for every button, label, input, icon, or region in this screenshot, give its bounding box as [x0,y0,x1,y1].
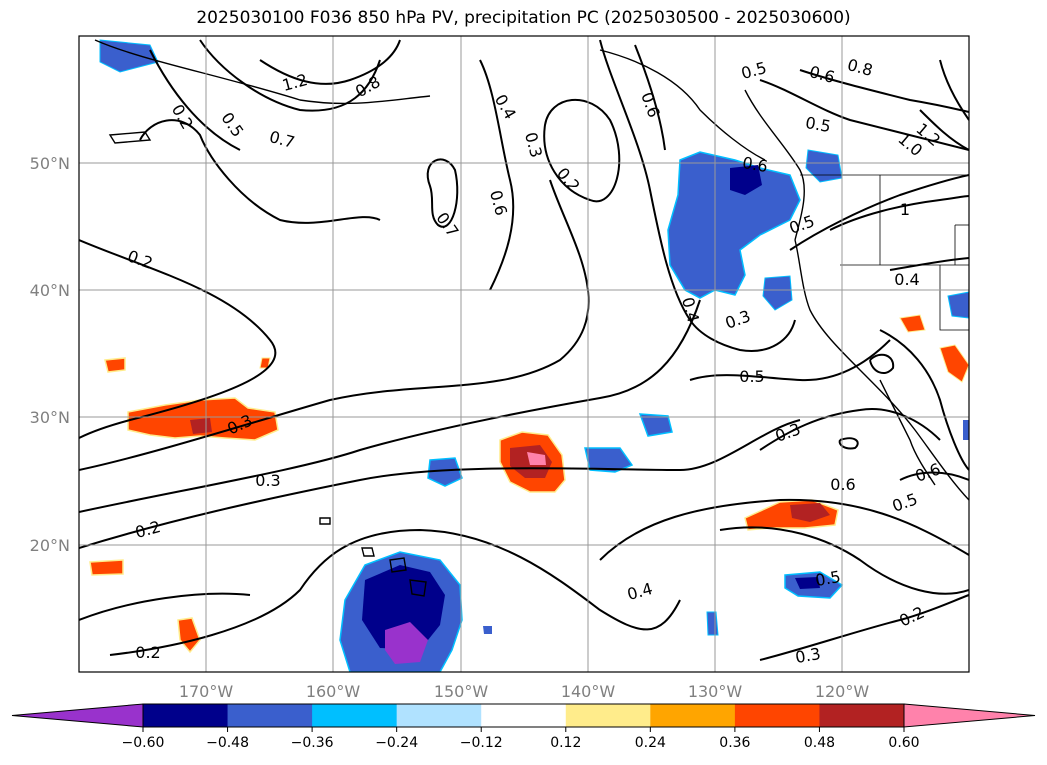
contour-label: 0.2 [135,643,160,662]
colorbar-segment [143,704,229,727]
colorbar-tick-label: 0.48 [804,735,835,751]
state-borders [800,174,969,331]
colorbar-segment [734,704,820,727]
contour-label: 0.3 [794,644,822,667]
lat-tick-label: 40°N [30,281,70,300]
colorbar-tick-label: −0.12 [460,735,503,751]
colorbar-tick-label: 0.24 [635,735,666,751]
colorbar-segment [481,704,567,727]
lon-tick-label: 170°W [179,682,234,701]
contour-label: 0.5 [804,113,832,136]
colorbar-tick-label: −0.36 [291,735,334,751]
lon-tick-label: 150°W [434,682,489,701]
colorbar-tick-label: −0.48 [206,735,249,751]
colorbar-segment [227,704,313,727]
colorbar-tick-label: −0.60 [122,735,165,751]
colorbar-tick-label: −0.24 [375,735,418,751]
contour-label: 0.6 [830,475,855,494]
pv-contours [79,39,969,661]
lon-tick-label: 120°W [815,682,870,701]
gridlines [79,36,969,672]
colorbar-segment [819,704,905,727]
contour-label: 0.3 [255,471,280,490]
colorbar-segment [565,704,651,727]
colorbar-segment [312,704,398,727]
colorbar-frame [142,703,905,728]
lon-tick-label: 140°W [561,682,616,701]
colorbar-extend-high [903,703,1036,728]
lon-tick-label: 130°W [688,682,743,701]
lat-tick-label: 20°N [30,536,70,555]
colorbar-segment [650,704,736,727]
contour-label: 0.5 [739,367,764,386]
contour-label: 1 [900,200,910,219]
coastline [94,39,969,597]
contour-label: 0.4 [894,270,919,289]
latitude-ticks: 20°N 30°N 40°N 50°N [30,154,70,555]
lat-tick-label: 30°N [30,408,70,427]
longitude-ticks: 170°W 160°W 150°W 140°W 130°W 120°W [179,682,870,701]
map-frame [78,35,970,673]
colorbar: −0.60 −0.48 −0.36 −0.24 −0.12 0.12 0.24 0.36 0.4… [11,703,1036,751]
map-title: 2025030100 F036 850 hPa PV, precipitatio… [196,8,851,28]
colorbar-segment [396,704,482,727]
contour-label: 0.5 [814,567,842,590]
colorbar-tick-label: 0.60 [888,735,919,751]
contour-label: 0.6 [741,153,769,176]
colorbar-tick-label: 0.36 [719,735,750,751]
colorbar-extend-low [11,703,144,728]
colorbar-tick-label: 0.12 [550,735,581,751]
lon-tick-label: 160°W [306,682,361,701]
lat-tick-label: 50°N [30,154,70,173]
